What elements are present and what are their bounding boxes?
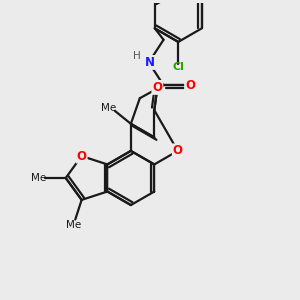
- Text: H: H: [133, 51, 140, 61]
- Text: Me: Me: [31, 173, 46, 183]
- Text: Cl: Cl: [172, 62, 184, 72]
- Text: O: O: [76, 150, 87, 163]
- Text: N: N: [145, 56, 155, 69]
- Text: O: O: [173, 144, 183, 158]
- Text: Me: Me: [66, 220, 81, 230]
- Text: Me: Me: [101, 103, 117, 112]
- Text: O: O: [152, 81, 162, 94]
- Text: O: O: [185, 79, 195, 92]
